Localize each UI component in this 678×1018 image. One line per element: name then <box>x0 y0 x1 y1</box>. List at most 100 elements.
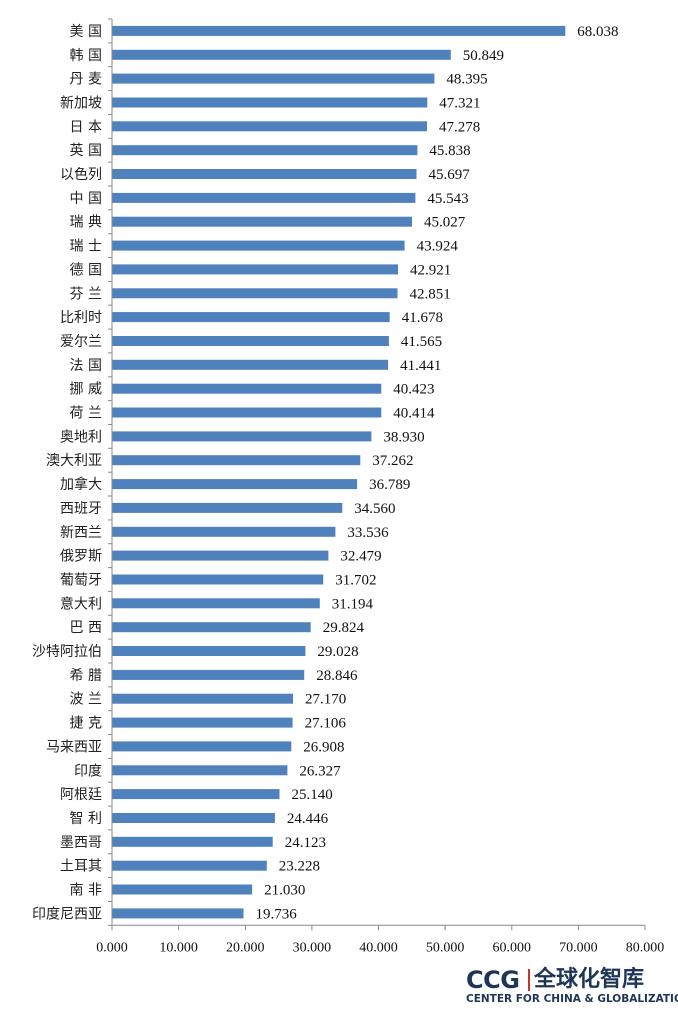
bar <box>112 479 358 490</box>
value-label: 25.140 <box>292 787 333 803</box>
bar <box>112 216 412 227</box>
bar <box>112 169 417 179</box>
x-tick-label: 60.000 <box>493 940 532 955</box>
x-tick-label: 50.000 <box>426 940 465 955</box>
category-label: 比利时 <box>60 310 102 326</box>
bar <box>112 49 451 60</box>
value-label: 19.736 <box>256 906 298 922</box>
category-label: 法 国 <box>70 358 102 374</box>
category-label: 挪 威 <box>70 382 102 398</box>
value-label: 34.560 <box>354 501 395 517</box>
category-label: 捷 克 <box>70 716 102 732</box>
bar <box>112 502 343 513</box>
logo-separator <box>528 969 530 991</box>
category-label: 阿根廷 <box>60 787 102 803</box>
x-tick-label: 0.000 <box>96 940 128 955</box>
bar <box>112 860 267 871</box>
category-label: 俄罗斯 <box>60 549 102 565</box>
value-label: 37.262 <box>372 453 413 469</box>
value-label: 31.702 <box>335 573 376 589</box>
category-label: 美 国 <box>70 24 102 40</box>
bar <box>112 526 336 537</box>
value-label: 26.327 <box>299 763 341 779</box>
bar <box>112 717 293 728</box>
value-label: 32.479 <box>340 549 381 565</box>
category-label: 日 本 <box>70 119 102 135</box>
category-label: 墨西哥 <box>60 835 102 851</box>
category-label: 爱尔兰 <box>60 334 102 350</box>
value-label: 29.824 <box>323 620 365 636</box>
value-label: 42.921 <box>410 262 451 278</box>
x-tick-label: 30.000 <box>293 940 332 955</box>
ccg-logo: CCG 全球化智库 CENTER FOR CHINA & GLOBALIZATI… <box>466 966 678 1010</box>
category-label: 新加坡 <box>60 96 102 112</box>
category-label: 以色列 <box>60 166 102 183</box>
value-label: 27.106 <box>305 716 347 732</box>
category-label: 巴 西 <box>70 620 102 636</box>
category-label: 瑞 典 <box>70 215 102 231</box>
value-label: 24.123 <box>285 835 326 851</box>
category-label: 瑞 士 <box>70 239 102 255</box>
value-label: 33.536 <box>347 525 389 541</box>
category-label: 智 利 <box>70 811 102 827</box>
x-tick-label: 70.000 <box>559 940 598 955</box>
category-label: 希 腊 <box>70 668 102 684</box>
value-label: 41.678 <box>402 310 443 326</box>
category-label: 葡萄牙 <box>60 573 102 589</box>
x-tick-label: 10.000 <box>159 940 198 955</box>
bar <box>112 836 273 847</box>
category-label: 波 兰 <box>70 692 102 708</box>
bar <box>112 598 320 609</box>
category-label: 印度 <box>74 763 102 779</box>
category-label: 荷 兰 <box>70 406 102 422</box>
x-tick-label: 20.000 <box>226 940 265 955</box>
bar <box>112 73 435 84</box>
bar <box>112 145 418 156</box>
value-label: 23.228 <box>279 859 320 875</box>
value-label: 41.441 <box>400 358 441 374</box>
category-label: 意大利 <box>60 595 102 612</box>
logo-chinese-text: 全球化智库 <box>534 967 645 992</box>
category-label: 马来西亚 <box>46 739 102 755</box>
category-label: 中 国 <box>70 191 102 207</box>
bar <box>112 789 280 800</box>
value-label: 24.446 <box>287 811 329 827</box>
bar <box>112 550 329 561</box>
category-label: 澳大利亚 <box>46 453 102 469</box>
category-label: 土耳其 <box>60 859 102 875</box>
category-label: 德 国 <box>70 262 102 278</box>
value-label: 31.194 <box>332 596 374 612</box>
bar <box>112 908 244 919</box>
bar <box>112 192 416 203</box>
category-label: 印度尼西亚 <box>32 906 102 922</box>
value-label: 42.851 <box>410 286 451 302</box>
value-label: 47.321 <box>439 96 480 112</box>
bar <box>112 121 427 132</box>
bar <box>112 288 398 299</box>
value-label: 47.278 <box>439 119 480 135</box>
value-label: 38.930 <box>383 429 424 445</box>
category-label: 英 国 <box>70 142 102 159</box>
category-label: 沙特阿拉伯 <box>32 644 102 660</box>
value-label: 43.924 <box>417 239 459 255</box>
bar <box>112 240 405 251</box>
bar <box>112 455 361 466</box>
bar <box>112 813 275 823</box>
value-label: 48.395 <box>446 72 487 88</box>
value-label: 45.697 <box>429 167 471 183</box>
value-label: 41.565 <box>401 334 442 350</box>
value-label: 40.414 <box>393 406 435 422</box>
category-label: 南 非 <box>70 883 102 899</box>
bar <box>112 693 293 704</box>
bar <box>112 669 305 680</box>
value-label: 29.028 <box>317 644 358 660</box>
bar <box>112 741 292 752</box>
bar <box>112 431 372 442</box>
bar <box>112 765 288 776</box>
bar <box>112 622 311 633</box>
bar <box>112 312 390 323</box>
x-tick-label: 40.000 <box>359 940 398 955</box>
bar <box>112 407 382 418</box>
category-label: 奥地利 <box>60 428 102 445</box>
